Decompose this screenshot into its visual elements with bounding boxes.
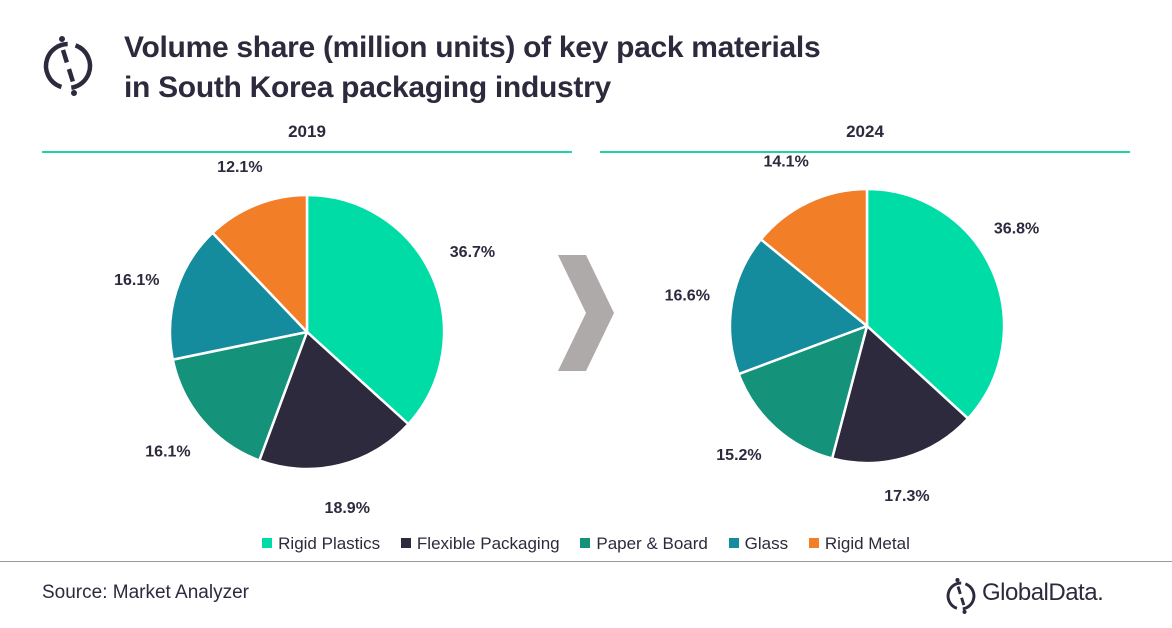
data-label-flexible-packaging: 18.9% <box>325 500 370 517</box>
pie-slice-rigid-metal <box>211 193 309 334</box>
legend-swatch <box>580 538 591 548</box>
legend-item-rigid-plastics: Rigid Plastics <box>262 534 380 554</box>
globaldata-brand: GlobalData. <box>944 576 1104 621</box>
legend: Rigid Plastics Flexible Packaging Paper … <box>0 534 1172 554</box>
pie-slice-paper-board <box>737 324 869 460</box>
legend-item-glass: Glass <box>728 534 789 554</box>
pie-slice-rigid-plastics <box>865 187 1006 420</box>
title-line-2: in South Korea packaging industry <box>124 71 611 104</box>
pie-slice-paper-board <box>171 330 309 462</box>
legend-label: Rigid Metal <box>824 534 910 553</box>
legend-item-flexible-packaging: Flexible Packaging <box>400 534 560 554</box>
year-underline-2024 <box>600 151 1130 153</box>
data-label-rigid-plastics: 36.8% <box>994 221 1039 238</box>
year-label-2024: 2024 <box>846 122 884 141</box>
title-line-1: Volume share (million units) of key pack… <box>124 31 821 64</box>
data-label-paper-board: 16.1% <box>145 444 190 461</box>
data-label-glass: 16.6% <box>665 287 710 304</box>
pie-slice-flexible-packaging <box>258 330 410 471</box>
brand-name: GlobalData. <box>982 579 1104 606</box>
footer-divider <box>0 561 1172 562</box>
chevron-right-icon <box>558 255 614 371</box>
pie-slice-glass <box>728 238 869 376</box>
legend-swatch <box>728 538 739 548</box>
legend-item-paper-board: Paper & Board <box>580 534 708 554</box>
globaldata-logo-icon <box>43 36 93 96</box>
globaldata-brand-icon <box>946 578 976 614</box>
legend-swatch <box>262 538 273 548</box>
year-underline-2019 <box>42 151 572 153</box>
pie-slice-glass <box>168 231 309 361</box>
legend-swatch <box>808 538 819 548</box>
year-label-2019: 2019 <box>288 122 326 141</box>
data-label-rigid-metal: 14.1% <box>763 153 808 170</box>
data-label-flexible-packaging: 17.3% <box>884 488 929 505</box>
data-label-glass: 16.1% <box>114 272 159 289</box>
pie-slice-rigid-metal <box>759 187 869 328</box>
data-label-rigid-metal: 12.1% <box>217 159 262 176</box>
pie-slice-flexible-packaging <box>830 324 970 465</box>
legend-label: Glass <box>744 534 789 553</box>
data-label-paper-board: 15.2% <box>716 447 761 464</box>
legend-item-rigid-metal: Rigid Metal <box>808 534 910 554</box>
data-label-rigid-plastics: 36.7% <box>450 244 495 261</box>
chart-title: Volume share (million units) of key pack… <box>124 28 821 108</box>
legend-label: Flexible Packaging <box>416 534 560 553</box>
legend-label: Rigid Plastics <box>278 534 381 553</box>
legend-swatch <box>400 538 411 548</box>
legend-label: Paper & Board <box>596 534 708 553</box>
source-note: Source: Market Analyzer <box>42 582 249 603</box>
pie-slice-rigid-plastics <box>305 193 446 426</box>
